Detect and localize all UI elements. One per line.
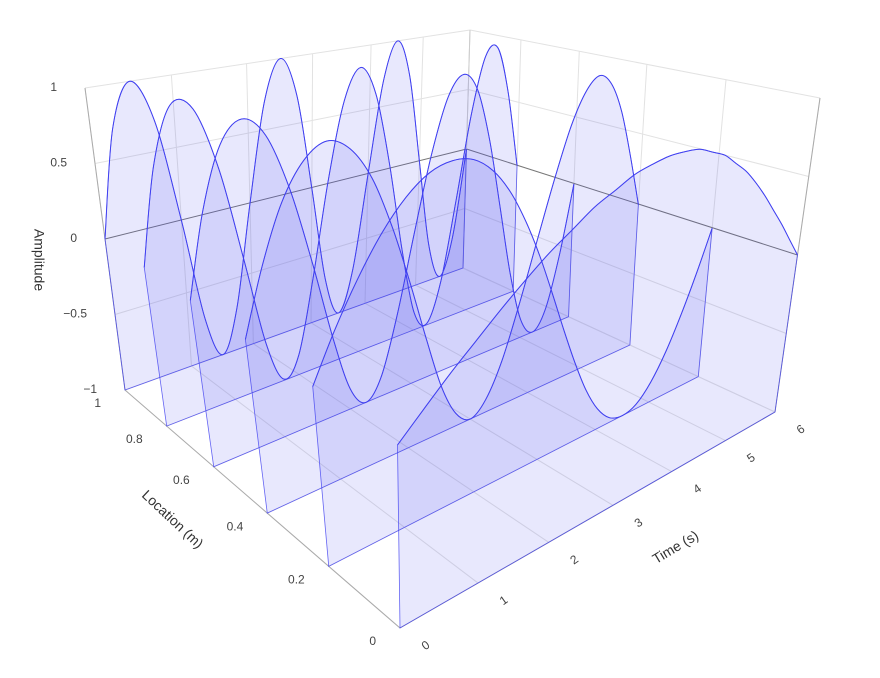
z-tick-label: 1 (50, 80, 57, 94)
y-tick-label: 0.8 (126, 432, 143, 446)
x-tick-label: 2 (567, 552, 581, 567)
y-tick-label: 0 (369, 634, 376, 648)
ribbon-line (143, 44, 518, 380)
ribbon-line (397, 148, 798, 446)
floor-grid-line (364, 302, 672, 472)
y-tick-label: 1 (94, 396, 101, 410)
back-wall-grid-line (114, 208, 465, 315)
x-axis-title: Time (s) (649, 527, 701, 567)
x-tick-label: 5 (744, 450, 758, 465)
floor-grid-line (253, 343, 549, 543)
ribbon-line (104, 40, 467, 356)
side-wall-grid-line (469, 29, 821, 99)
ribbon-line (189, 73, 575, 404)
back-wall-grid-line (104, 148, 467, 240)
floor-grid-line (415, 284, 726, 441)
z-tick-label: −1 (83, 382, 97, 396)
back-wall-grid-line (84, 29, 471, 89)
x-tick-label: 6 (794, 421, 808, 436)
floor-grid-line (191, 365, 479, 584)
side-wall-grid-line (466, 148, 798, 256)
x-tick-label: 4 (690, 481, 704, 496)
ribbon-line (244, 74, 639, 421)
side-wall-grid-line (464, 208, 787, 334)
back-wall-grid-line (94, 89, 469, 164)
y-tick-label: 0.4 (227, 519, 244, 533)
z-tick-label: 0 (70, 231, 77, 245)
side-wall-grid-line (468, 89, 809, 177)
z-tick-label: 0.5 (50, 156, 67, 170)
x-tick-label: 3 (632, 515, 646, 530)
z-axis-title: Amplitude (31, 229, 47, 291)
y-tick-label: 0.2 (288, 572, 305, 586)
y-tick-label: 0.6 (173, 473, 190, 487)
ribbon-line (312, 158, 713, 419)
y-axis-title: Location (m) (139, 487, 207, 552)
axis-edge (124, 389, 401, 629)
floor-grid-line (310, 322, 614, 506)
x-tick-label: 1 (497, 593, 511, 608)
z-tick-label: −0.5 (63, 307, 87, 321)
x-tick-label: 0 (419, 637, 433, 652)
